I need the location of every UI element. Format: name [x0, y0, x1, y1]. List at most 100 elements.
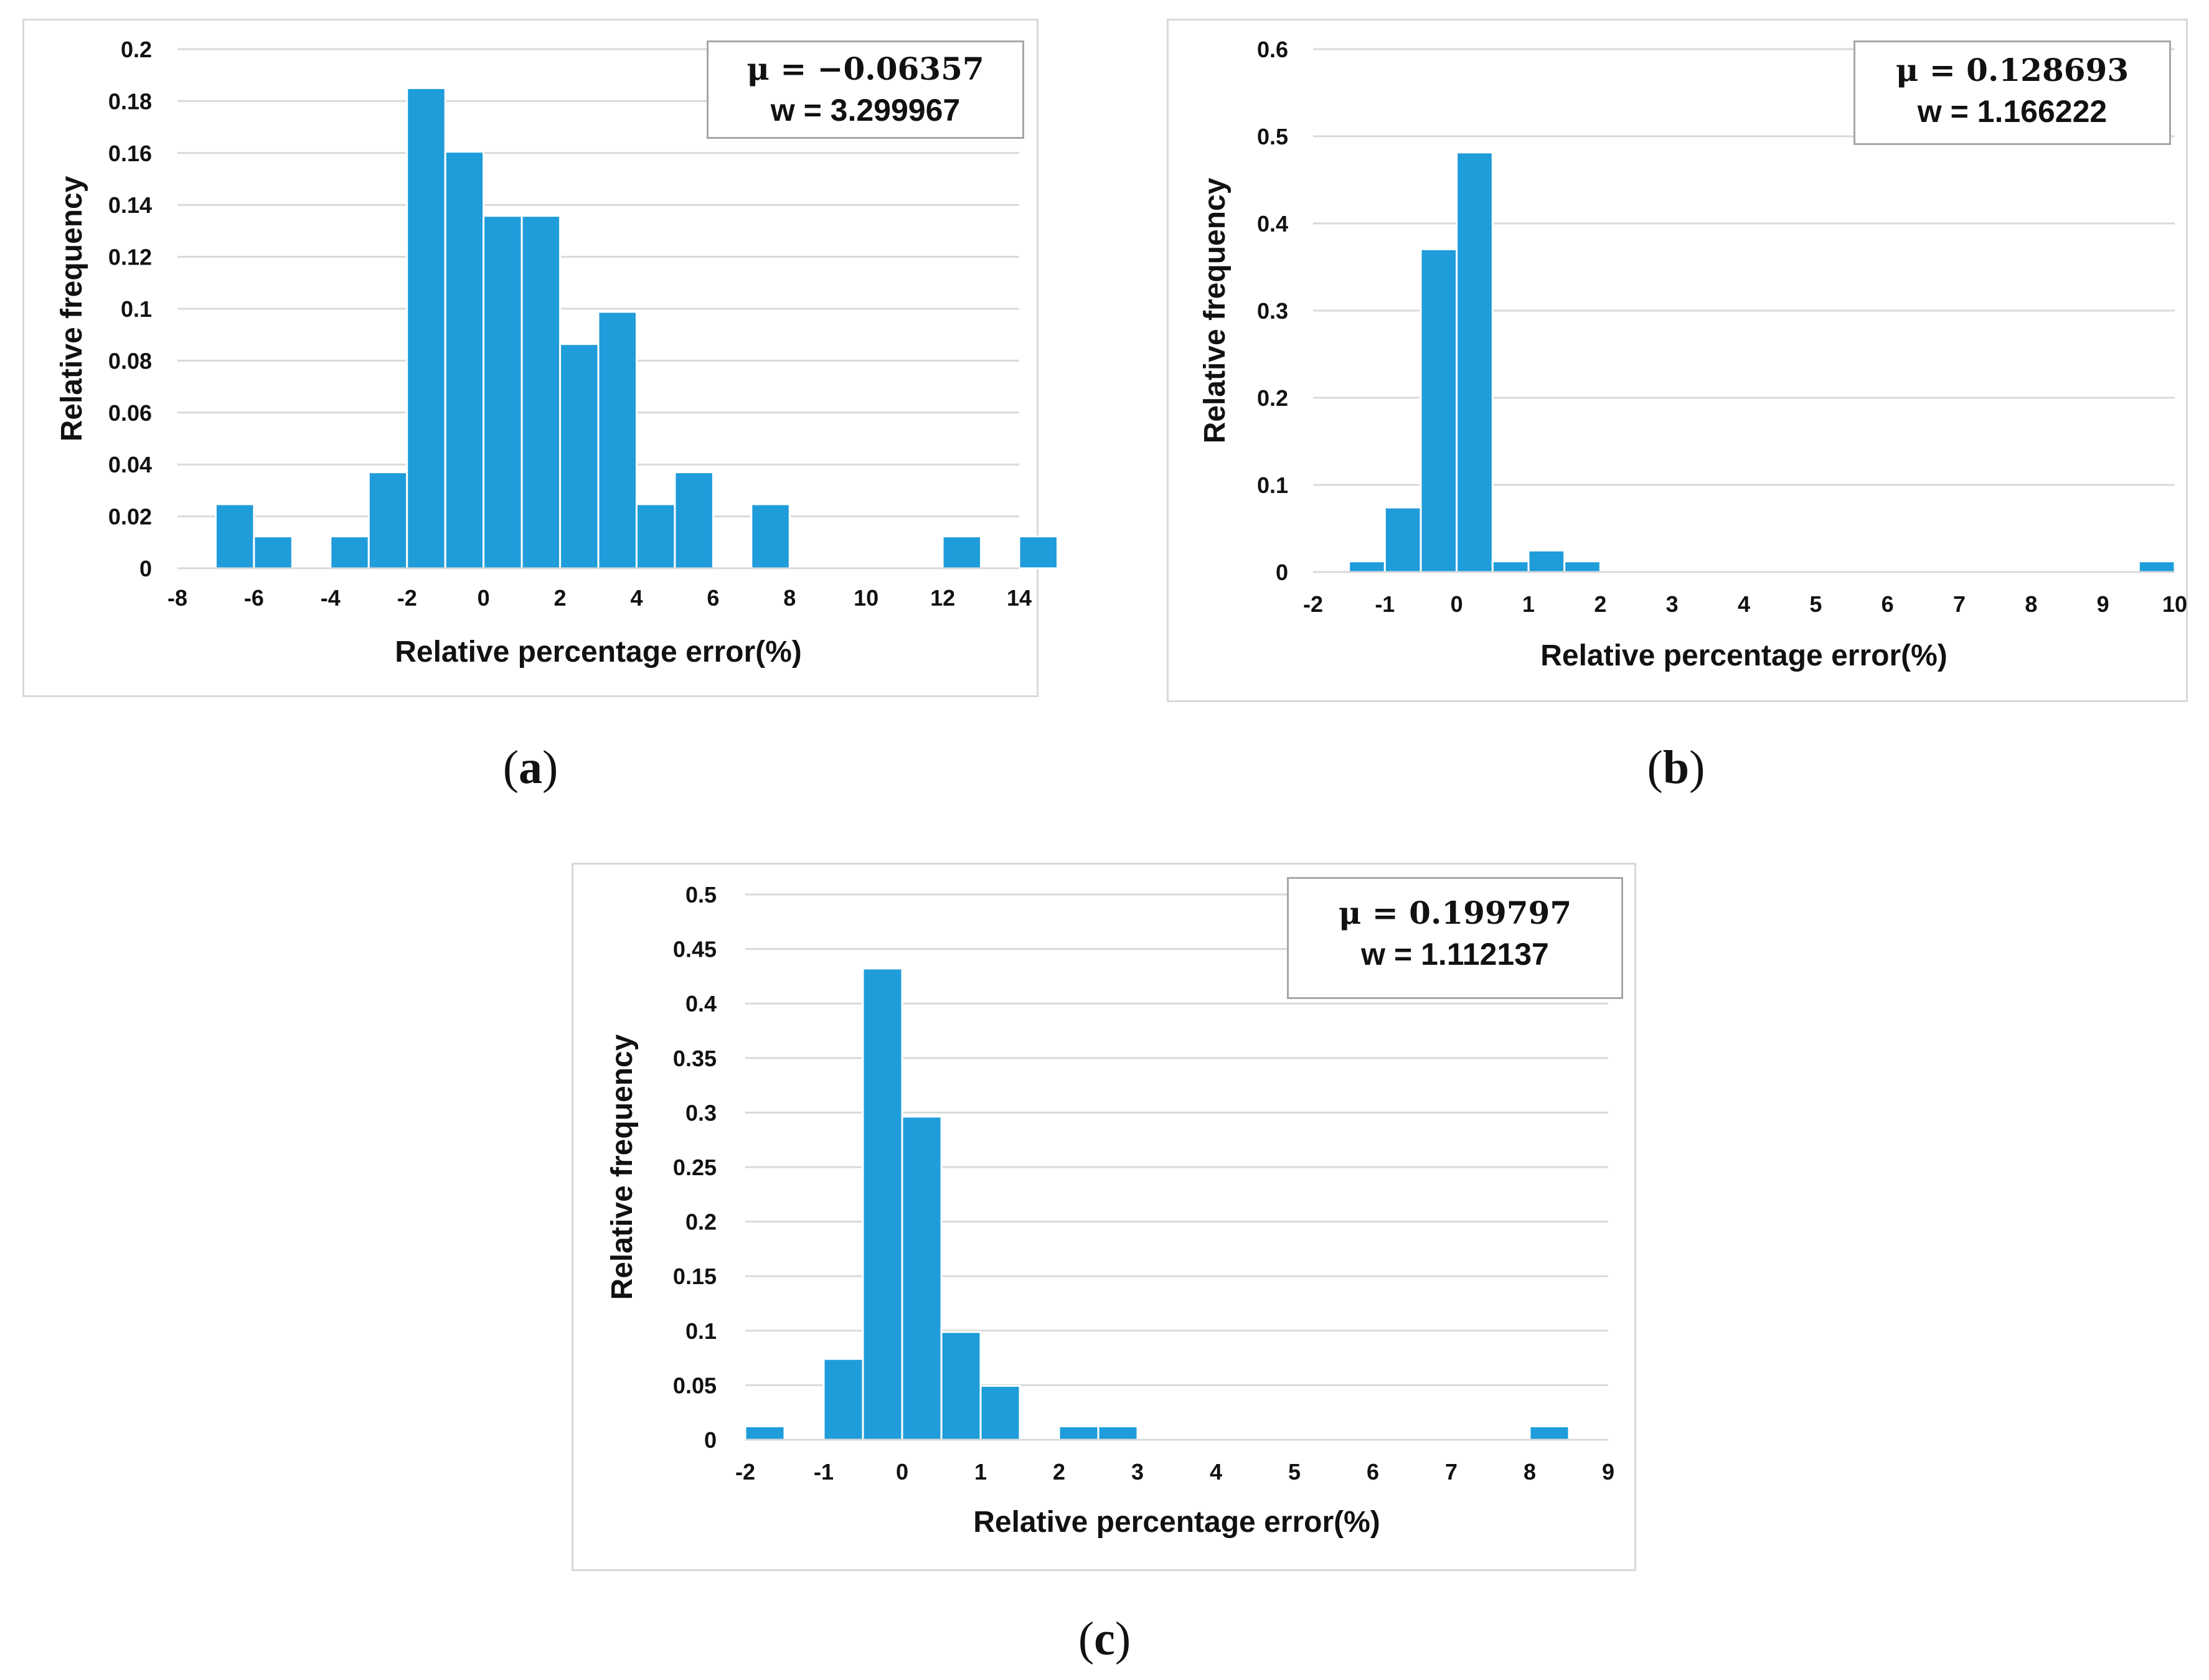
x-tick-label-b: 0 — [1451, 591, 1463, 617]
legend-mu-a: μ = −0.06357 — [747, 50, 984, 87]
histogram-a: 0 0.02 0.04 0.06 0.08 0.1 0.12 0.14 0.16 0.18 0.2 -… — [55, 37, 1058, 669]
y-tick-label-c: 0 — [704, 1427, 717, 1453]
bar-b — [1420, 248, 1458, 573]
bar-a — [253, 535, 293, 570]
bar-b — [1491, 560, 1530, 573]
y-tick-label-c: 0.3 — [685, 1100, 717, 1125]
chart-panel-b: 0 0.1 0.2 0.3 0.4 0.5 0.6 -2 -1 0 1 2 3 4 5 6 7 8 9 10 Relat… — [1167, 19, 2188, 702]
y-tick-label-c: 0.05 — [673, 1373, 717, 1398]
y-tick-label-c: 0.4 — [685, 991, 717, 1016]
legend-box-b: μ = 0.128693 w = 1.166222 — [1853, 40, 2171, 145]
y-tick-label-a: 0 — [139, 556, 152, 581]
x-tick-label-c: -2 — [735, 1459, 755, 1485]
x-tick-label-c: 3 — [1131, 1459, 1144, 1485]
bar-a — [941, 535, 982, 570]
x-tick-label-b: 2 — [1594, 591, 1606, 617]
x-tick-label-a: 4 — [630, 585, 643, 611]
bar-a — [559, 343, 600, 570]
x-tick-label-b: 3 — [1666, 591, 1679, 617]
y-tick-label-b: 0.6 — [1257, 37, 1288, 62]
x-tick-label-b: 9 — [2097, 591, 2109, 617]
x-tick-label-a: 12 — [930, 585, 955, 611]
legend-mu-b: μ = 0.128693 — [1895, 52, 2129, 88]
x-tick-label-b: -2 — [1303, 591, 1323, 617]
bar-b — [1563, 560, 1601, 573]
y-tick-label-a: 0.12 — [108, 245, 152, 270]
x-tick-label-c: 1 — [974, 1459, 987, 1485]
y-tick-label-a: 0.2 — [121, 37, 152, 62]
histogram-b: 0 0.1 0.2 0.3 0.4 0.5 0.6 -2 -1 0 1 2 3 4 5 6 7 8 9 10 Relat… — [1199, 37, 2187, 672]
bar-c — [940, 1331, 982, 1441]
bar-a — [329, 535, 370, 570]
y-tick-label-b: 0.2 — [1257, 385, 1288, 411]
bar-b — [1527, 549, 1566, 573]
x-axis-title-a: Relative percentage error(%) — [395, 636, 802, 669]
bar-a — [214, 503, 255, 570]
bar-a — [367, 471, 408, 570]
y-tick-label-a: 0.16 — [108, 141, 152, 166]
x-tick-label-a: 8 — [783, 585, 796, 611]
bar-c — [979, 1384, 1021, 1441]
y-axis-title-c: Relative frequency — [606, 1034, 639, 1300]
caption-c: (c) — [1078, 1613, 1131, 1665]
bar-a — [483, 215, 523, 570]
x-tick-label-c: 6 — [1367, 1459, 1379, 1485]
y-tick-label-b: 0.3 — [1257, 298, 1288, 324]
x-axis-title-b: Relative percentage error(%) — [1540, 639, 1948, 672]
legend-box-c: μ = 0.199797 w = 1.112137 — [1287, 877, 1623, 999]
y-axis-title-a: Relative frequency — [55, 176, 88, 441]
x-tick-label-b: 4 — [1738, 591, 1750, 617]
x-tick-label-c: 0 — [896, 1459, 908, 1485]
x-tick-label-c: 8 — [1524, 1459, 1536, 1485]
x-tick-label-c: 9 — [1602, 1459, 1614, 1485]
caption-a: (a) — [502, 741, 558, 794]
bar-a — [597, 311, 638, 570]
bar-b — [1456, 151, 1494, 573]
bar-c — [1058, 1425, 1100, 1441]
y-tick-label-c: 0.5 — [685, 882, 717, 908]
y-tick-label-c: 0.25 — [673, 1155, 717, 1180]
x-tick-label-b: -1 — [1375, 591, 1395, 617]
y-tick-label-c: 0.35 — [673, 1046, 717, 1071]
histogram-c: 0 0.05 0.1 0.15 0.2 0.25 0.3 0.35 0.4 0.45 0.5 -2 -1… — [606, 882, 1614, 1539]
y-tick-label-a: 0.06 — [108, 400, 152, 426]
y-axis-title-b: Relative frequency — [1199, 177, 1232, 443]
x-tick-label-a: 2 — [554, 585, 567, 611]
y-tick-label-b: 0.1 — [1257, 472, 1288, 498]
y-tick-label-c: 0.45 — [673, 937, 717, 962]
x-tick-label-b: 7 — [1953, 591, 1966, 617]
bar-c — [1097, 1425, 1139, 1441]
bar-c — [862, 967, 903, 1441]
x-tick-label-a: -8 — [167, 585, 187, 611]
x-tick-label-b: 8 — [2025, 591, 2037, 617]
y-tick-label-c: 0.1 — [685, 1318, 717, 1344]
bar-a — [750, 503, 791, 570]
bar-a — [406, 87, 446, 570]
legend-mu-c: μ = 0.199797 — [1338, 894, 1572, 931]
y-tick-label-a: 0.04 — [108, 452, 152, 477]
legend-w-a: w = 3.299967 — [770, 93, 961, 128]
bar-a — [635, 503, 676, 570]
x-tick-label-c: 5 — [1288, 1459, 1301, 1485]
legend-w-b: w = 1.166222 — [1917, 94, 2108, 129]
bar-a — [1018, 535, 1058, 570]
caption-b: (b) — [1647, 741, 1705, 794]
x-tick-label-a: -2 — [397, 585, 417, 611]
bar-b — [1383, 506, 1422, 573]
x-tick-label-a: 10 — [854, 585, 878, 611]
x-tick-label-b: 6 — [1882, 591, 1894, 617]
x-tick-label-a: 14 — [1007, 585, 1032, 611]
bar-a — [444, 151, 485, 570]
bar-c — [901, 1115, 943, 1441]
bar-c — [1528, 1425, 1570, 1441]
x-tick-label-a: -4 — [321, 585, 341, 611]
bar-c — [822, 1358, 864, 1441]
bar-a — [520, 215, 562, 570]
x-axis-title-c: Relative percentage error(%) — [973, 1506, 1380, 1539]
caption-letter-a: a — [519, 741, 542, 794]
y-tick-label-a: 0.1 — [121, 296, 152, 322]
legend-box-a: μ = −0.06357 w = 3.299967 — [707, 40, 1024, 139]
caption-letter-c: c — [1094, 1613, 1115, 1665]
y-tick-label-a: 0.08 — [108, 348, 152, 373]
chart-panel-c: 0 0.05 0.1 0.15 0.2 0.25 0.3 0.35 0.4 0.45 0.5 -2 -1… — [572, 863, 1636, 1571]
